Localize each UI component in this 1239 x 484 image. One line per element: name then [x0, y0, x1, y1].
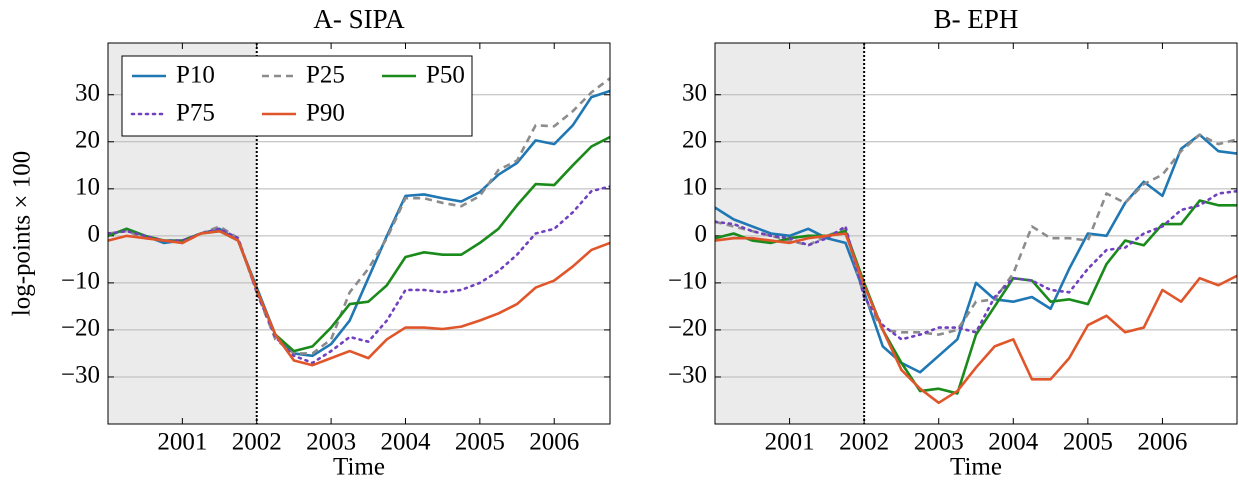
x-tick-label: 2005: [1063, 429, 1113, 456]
series-line: [715, 199, 1237, 395]
plot-frame: [714, 42, 1238, 425]
y-axis-label: log-points × 100: [9, 151, 36, 317]
legend-label: P90: [306, 100, 345, 127]
y-tick-label: 10: [75, 174, 100, 201]
x-tick-label: 2006: [1137, 429, 1187, 456]
series-line: [108, 229, 610, 367]
legend-label: P25: [306, 62, 345, 89]
x-tick-label: 2001: [765, 429, 815, 456]
x-tick-label: 2006: [529, 429, 579, 456]
y-tick-label: 20: [75, 127, 100, 154]
y-tick-label: −10: [668, 268, 707, 295]
plot-area: [108, 77, 610, 367]
y-tick-label: 20: [682, 127, 707, 154]
y-tick-label: 0: [695, 221, 708, 248]
x-tick-label: 2005: [455, 429, 505, 456]
series-line: [715, 232, 1237, 405]
y-tick-label: 10: [682, 174, 707, 201]
legend-label: P10: [176, 62, 215, 89]
y-tick-label: −10: [61, 268, 100, 295]
y-tick-label: 30: [682, 79, 707, 106]
legend-label: P75: [176, 100, 215, 127]
x-tick-label: 2002: [232, 429, 282, 456]
series-line: [715, 133, 1237, 374]
x-tick-label: 2004: [380, 429, 431, 456]
x-tick-label: 2001: [157, 429, 207, 456]
y-tick-label: −30: [668, 362, 707, 389]
x-tick-label: 2002: [839, 429, 889, 456]
x-tick-label: 2003: [306, 429, 356, 456]
y-tick-label: −20: [61, 315, 100, 342]
y-tick-label: −30: [61, 362, 100, 389]
series-line: [715, 189, 1237, 341]
y-tick-label: −20: [668, 315, 707, 342]
y-tick-label: 0: [88, 221, 101, 248]
plot-area: [715, 133, 1237, 405]
plot-frame: [107, 42, 611, 425]
x-axis-label: Time: [333, 454, 385, 481]
chart-title: A- SIPA: [313, 4, 405, 34]
y-tick-label: 30: [75, 79, 100, 106]
x-tick-label: 2004: [988, 429, 1039, 456]
chart-title: B- EPH: [934, 4, 1019, 34]
legend-box: [121, 55, 473, 137]
x-tick-label: 2003: [914, 429, 964, 456]
x-axis-label: Time: [950, 454, 1002, 481]
legend-label: P50: [426, 62, 465, 89]
